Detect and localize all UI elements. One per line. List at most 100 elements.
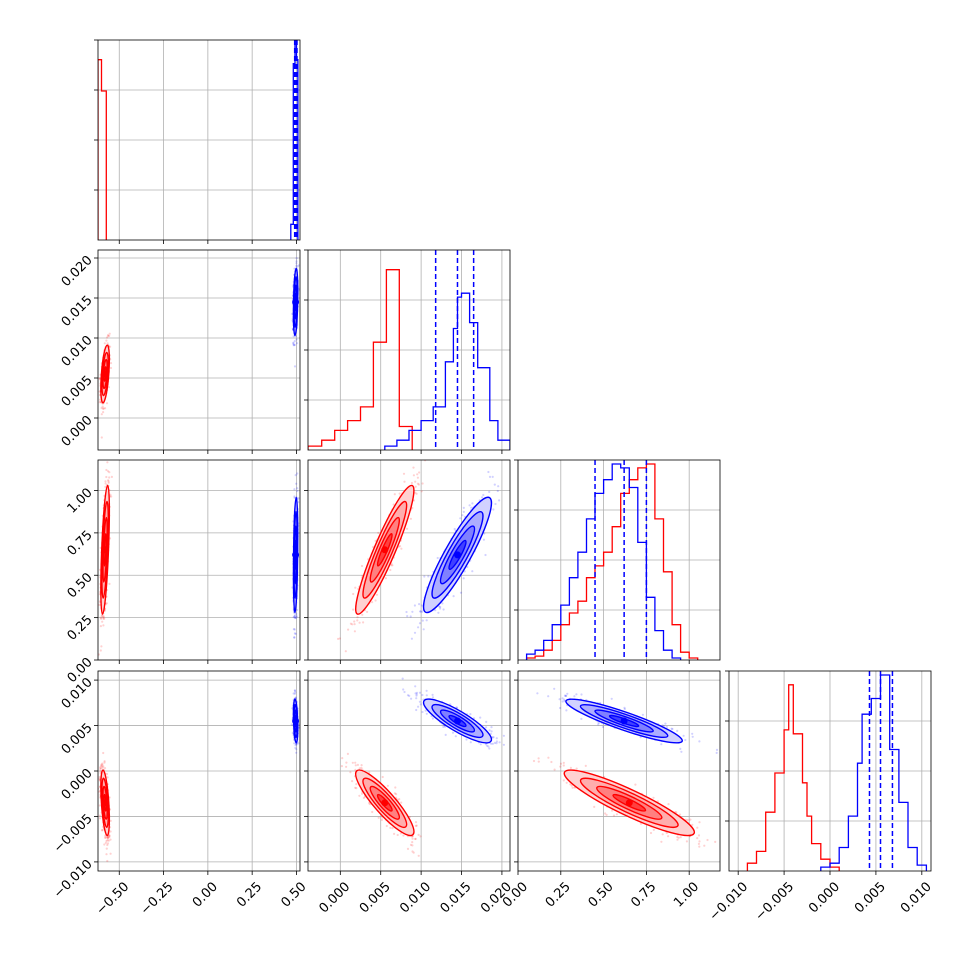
sample-point — [344, 650, 347, 653]
sample-point — [100, 645, 103, 648]
sample-point — [99, 649, 102, 652]
sample-point — [414, 485, 417, 488]
sample-point — [418, 622, 422, 625]
y-tick-label: 0.75 — [65, 528, 96, 559]
sample-point — [98, 401, 101, 404]
sample-point — [482, 538, 485, 541]
sample-point — [104, 482, 107, 485]
sample-point — [496, 489, 499, 493]
sample-point — [109, 345, 112, 348]
sample-point — [393, 792, 396, 795]
sample-point — [292, 628, 295, 631]
sample-point — [102, 765, 105, 768]
sample-point — [108, 471, 111, 474]
sample-point — [100, 436, 103, 439]
sample-point — [442, 725, 445, 729]
sample-point — [410, 637, 413, 640]
sample-point — [375, 593, 379, 596]
sample-point — [109, 366, 113, 370]
sample-point — [291, 731, 294, 735]
sample-point — [100, 413, 103, 416]
sample-point — [434, 609, 437, 612]
sample-point — [393, 493, 396, 496]
sample-point — [362, 621, 365, 624]
sample-point — [470, 506, 473, 509]
sample-point — [355, 783, 358, 786]
panel-content — [525, 460, 699, 660]
sample-point — [419, 610, 422, 613]
sample-point — [107, 839, 110, 842]
sample-point — [393, 832, 396, 836]
sample-point — [293, 615, 296, 618]
sample-point — [106, 835, 109, 839]
sample-point — [99, 766, 102, 769]
sample-point — [412, 851, 415, 854]
sample-point — [100, 767, 103, 770]
sample-point — [403, 480, 406, 483]
sample-point — [416, 473, 419, 476]
sample-point — [99, 770, 102, 773]
grid-lines — [98, 250, 300, 450]
sample-point — [358, 767, 361, 770]
sample-point — [101, 763, 104, 766]
sample-point — [295, 748, 298, 751]
sample-point — [428, 457, 430, 459]
sample-point — [405, 610, 408, 614]
sample-point — [468, 504, 471, 507]
sample-point — [488, 747, 491, 750]
sample-point — [294, 474, 297, 477]
sample-point — [425, 619, 428, 622]
sample-point — [103, 760, 106, 763]
sample-point — [358, 794, 361, 797]
sample-point — [105, 475, 108, 479]
sample-point — [351, 761, 354, 764]
sample-point — [412, 474, 415, 477]
sample-point — [101, 828, 104, 832]
sample-point — [386, 784, 389, 787]
sample-point — [109, 838, 112, 841]
sample-point — [104, 836, 107, 839]
sample-point — [421, 619, 424, 622]
sample-point — [380, 818, 383, 822]
sample-point — [483, 532, 486, 535]
sample-point — [110, 495, 113, 498]
sample-point — [105, 772, 109, 776]
sample-point — [394, 786, 397, 789]
sample-point — [108, 334, 111, 337]
sample-point — [101, 766, 104, 769]
sample-point — [452, 595, 455, 598]
density-peak — [292, 551, 300, 559]
sample-point — [106, 859, 109, 863]
sample-point — [108, 582, 111, 586]
sample-point — [354, 764, 357, 767]
sample-point — [109, 830, 112, 833]
y-tick-label: 0.000 — [59, 413, 96, 450]
sample-point — [381, 775, 384, 779]
panel-2-0: 0.000.250.500.751.00 — [65, 459, 301, 686]
sample-point — [295, 262, 298, 265]
sample-point — [398, 798, 401, 801]
sample-point — [295, 751, 298, 754]
sample-point — [366, 610, 369, 614]
sample-point — [98, 790, 101, 793]
sample-point — [106, 837, 109, 840]
sample-point — [411, 610, 414, 613]
sample-point — [396, 833, 399, 837]
grid-lines — [98, 671, 300, 871]
grid-lines — [98, 460, 300, 661]
density-peak — [101, 799, 109, 807]
sample-point — [102, 624, 105, 627]
sample-point — [110, 475, 113, 478]
sample-point — [414, 821, 418, 824]
sample-point — [374, 539, 377, 543]
sample-point — [294, 691, 297, 694]
panel-content — [308, 250, 510, 450]
sample-point — [99, 625, 102, 628]
sample-point — [349, 771, 352, 774]
sample-point — [492, 508, 495, 511]
sample-point — [337, 637, 340, 641]
sample-point — [293, 636, 296, 639]
sample-point — [292, 344, 295, 347]
sample-point — [106, 836, 109, 839]
